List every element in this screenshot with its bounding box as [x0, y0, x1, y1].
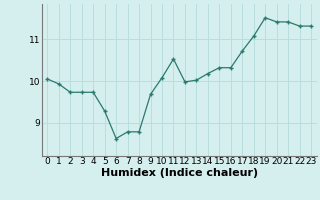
X-axis label: Humidex (Indice chaleur): Humidex (Indice chaleur)	[100, 168, 258, 178]
